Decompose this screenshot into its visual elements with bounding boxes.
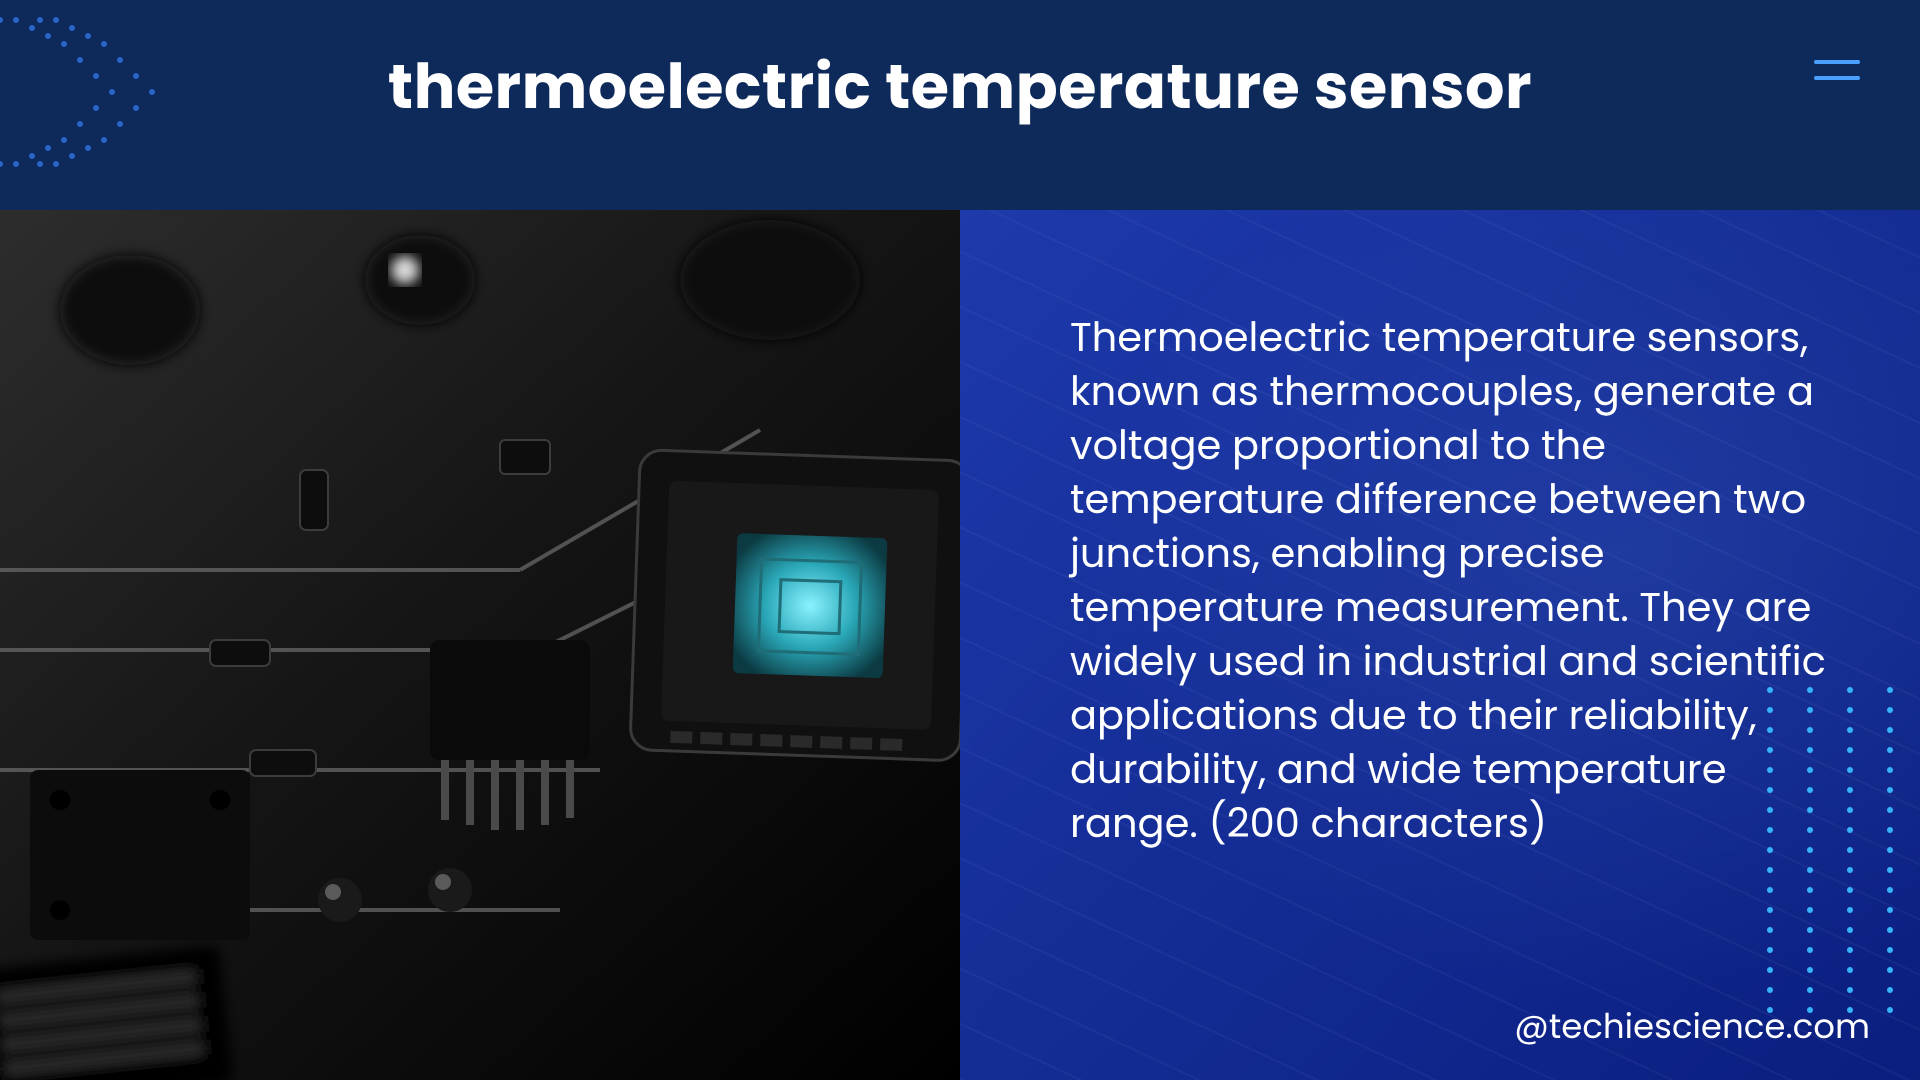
main: Thermoelectric temperature sensors, know…	[0, 210, 1920, 1080]
description-panel: Thermoelectric temperature sensors, know…	[960, 210, 1920, 1080]
description-text: Thermoelectric temperature sensors, know…	[1070, 310, 1830, 850]
header: thermoelectric temperature sensor	[0, 0, 1920, 210]
hero-image	[0, 210, 960, 1080]
menu-icon[interactable]	[1814, 60, 1860, 80]
attribution: @techiescience.com	[1514, 1001, 1870, 1052]
arrow-dots-decoration	[0, 0, 250, 200]
page-title: thermoelectric temperature sensor	[388, 40, 1532, 133]
